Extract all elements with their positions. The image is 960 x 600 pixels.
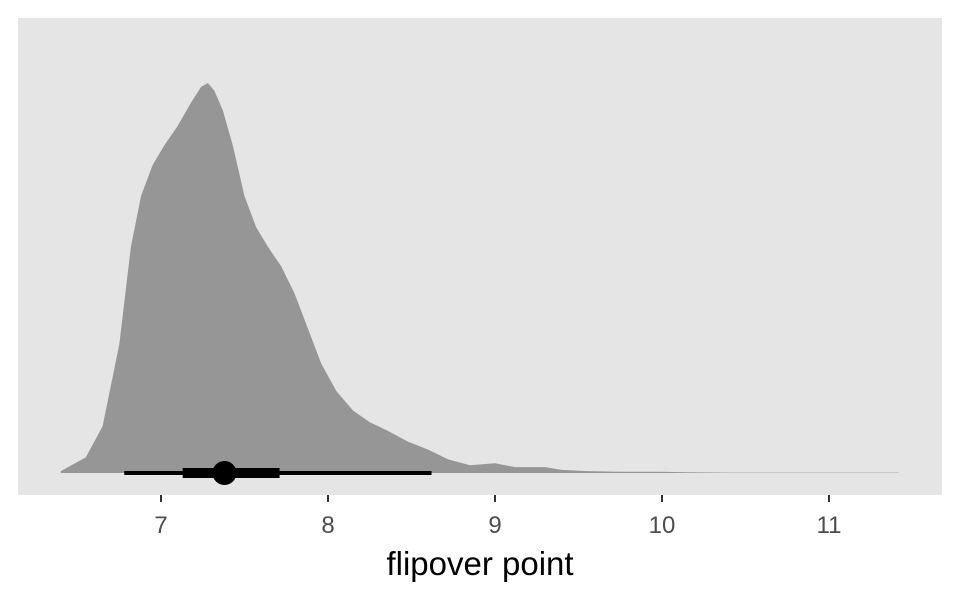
x-axis-title: flipover point [386,545,573,582]
x-tick-label-8: 8 [321,512,334,539]
x-axis: 7 8 9 10 11 [154,495,841,539]
x-tick-label-11: 11 [817,512,842,539]
x-tick-label-7: 7 [154,512,167,539]
x-tick-label-9: 9 [488,512,501,539]
density-area [60,83,900,473]
x-tick-label-10: 10 [649,512,676,539]
point-estimate [212,461,237,485]
